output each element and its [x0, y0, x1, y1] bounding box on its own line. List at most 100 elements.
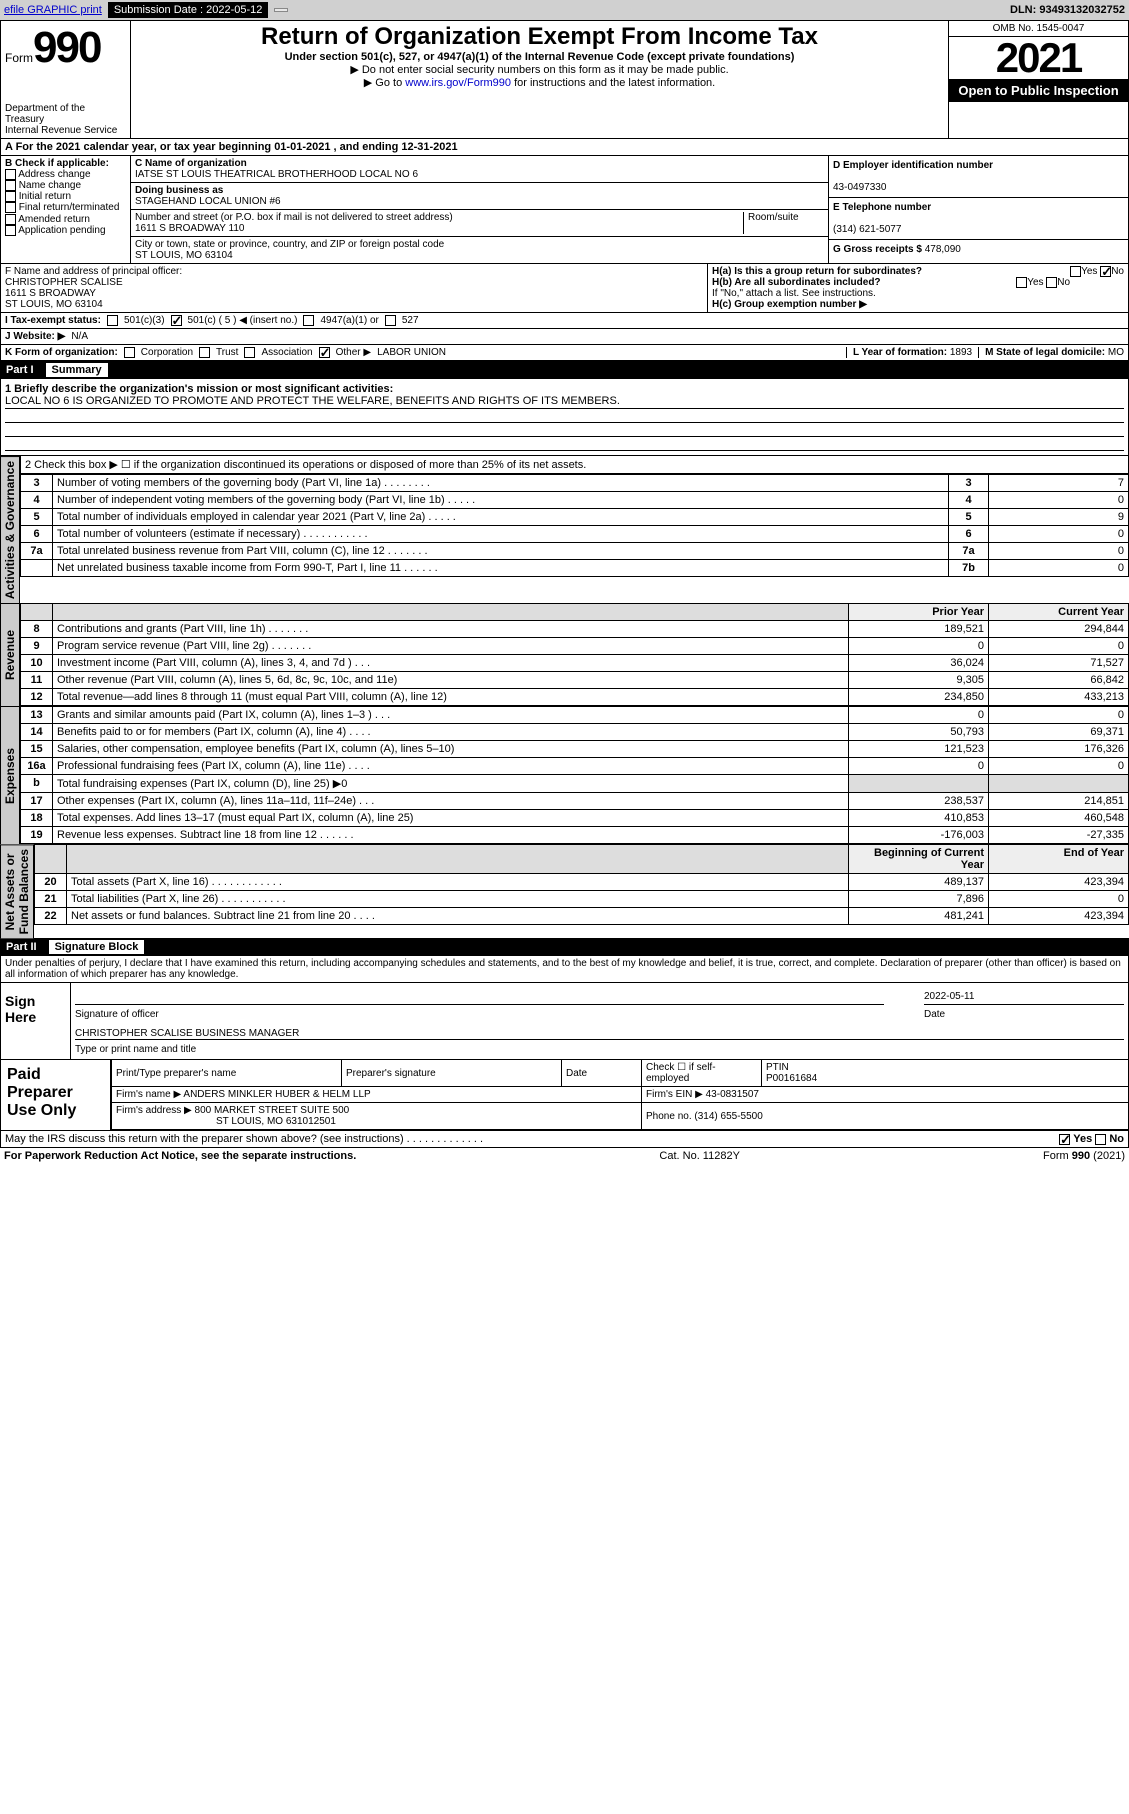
cb-name-change[interactable]: Name change [5, 180, 126, 191]
firm-city: ST LOUIS, MO 631012501 [216, 1116, 336, 1127]
room-suite: Room/suite [744, 212, 824, 234]
line-num [21, 560, 53, 577]
current-value: 433,213 [989, 689, 1129, 706]
row-fh: F Name and address of principal officer:… [0, 264, 1129, 313]
city-state-zip: ST LOUIS, MO 63104 [135, 250, 233, 261]
website: N/A [71, 331, 88, 342]
col-end: End of Year [989, 845, 1129, 874]
discuss-yes-checked [1059, 1134, 1070, 1145]
ptin: P00161684 [766, 1073, 817, 1084]
revenue-table: Prior Year Current Year8 Contributions a… [20, 603, 1129, 706]
line-text: Total fundraising expenses (Part IX, col… [53, 775, 849, 793]
line-text: Grants and similar amounts paid (Part IX… [53, 707, 849, 724]
part2-header: Part II Signature Block [0, 938, 1129, 956]
line-num: 3 [21, 475, 53, 492]
street-address: 1611 S BROADWAY 110 [135, 223, 245, 234]
line-num: 10 [21, 655, 53, 672]
line-num: b [21, 775, 53, 793]
form-header: Form 990 Department of the Treasury Inte… [0, 20, 1129, 139]
state-domicile: MO [1108, 347, 1124, 358]
prior-value: -176,003 [849, 827, 989, 844]
cb-527[interactable] [385, 315, 396, 326]
cb-501c3[interactable] [107, 315, 118, 326]
section-governance: Activities & Governance 2 Check this box… [0, 456, 1129, 603]
cb-application-pending[interactable]: Application pending [5, 225, 126, 236]
officer-addr1: 1611 S BROADWAY [5, 288, 96, 299]
cb-address-change[interactable]: Address change [5, 169, 126, 180]
line-num: 22 [35, 908, 67, 925]
prior-value: 0 [849, 758, 989, 775]
form-subtitle-3: ▶ Go to www.irs.gov/Form990 for instruct… [137, 76, 942, 89]
tax-year: 2021 [949, 37, 1128, 79]
blank-button[interactable] [274, 8, 288, 12]
current-value: 0 [989, 638, 1129, 655]
vtab-expenses: Expenses [0, 706, 20, 844]
line-num: 11 [21, 672, 53, 689]
section-revenue: Revenue Prior Year Current Year8 Contrib… [0, 603, 1129, 706]
irs-link[interactable]: www.irs.gov/Form990 [405, 77, 511, 89]
line-num: 19 [21, 827, 53, 844]
line-num: 21 [35, 891, 67, 908]
current-value: 214,851 [989, 793, 1129, 810]
year-formed: 1893 [950, 347, 972, 358]
line-num: 20 [35, 874, 67, 891]
efile-link[interactable]: efile GRAPHIC print [4, 4, 102, 16]
line-text: Contributions and grants (Part VIII, lin… [53, 621, 849, 638]
officer-name-title: CHRISTOPHER SCALISE BUSINESS MANAGER [75, 1028, 299, 1039]
line-text: Investment income (Part VIII, column (A)… [53, 655, 849, 672]
form-subtitle-1: Under section 501(c), 527, or 4947(a)(1)… [137, 51, 942, 63]
prior-value [849, 775, 989, 793]
row-j: J Website: ▶ N/A [0, 329, 1129, 345]
line-value: 9 [989, 509, 1129, 526]
firm-phone: (314) 655-5500 [694, 1111, 762, 1122]
line-text: Professional fundraising fees (Part IX, … [53, 758, 849, 775]
line-box: 5 [949, 509, 989, 526]
block-h: H(a) Is this a group return for subordin… [708, 264, 1128, 312]
line2: 2 Check this box ▶ ☐ if the organization… [20, 456, 1129, 474]
beginning-value: 489,137 [849, 874, 989, 891]
line-value: 0 [989, 543, 1129, 560]
part1-header: Part I Summary [0, 361, 1129, 379]
line1-mission: 1 Briefly describe the organization's mi… [0, 379, 1129, 456]
block-f: F Name and address of principal officer:… [1, 264, 708, 312]
dln: DLN: 93493132032752 [1010, 4, 1125, 16]
end-value: 423,394 [989, 908, 1129, 925]
line-text: Number of independent voting members of … [53, 492, 949, 509]
line-num: 13 [21, 707, 53, 724]
cb-amended-return[interactable]: Amended return [5, 214, 126, 225]
current-value: 0 [989, 758, 1129, 775]
current-value: 460,548 [989, 810, 1129, 827]
vtab-governance: Activities & Governance [0, 456, 20, 603]
cb-other-checked [319, 347, 330, 358]
netassets-table: Beginning of Current Year End of Year20 … [34, 844, 1129, 925]
dept-treasury: Department of the Treasury [5, 103, 126, 125]
line-text: Net unrelated business taxable income fr… [53, 560, 949, 577]
prior-value: 410,853 [849, 810, 989, 827]
prior-value: 0 [849, 707, 989, 724]
current-value: -27,335 [989, 827, 1129, 844]
discuss-row: May the IRS discuss this return with the… [0, 1131, 1129, 1148]
line-text: Total unrelated business revenue from Pa… [53, 543, 949, 560]
row-k: K Form of organization: Corporation Trus… [0, 345, 1129, 361]
ein: 43-0497330 [833, 182, 886, 193]
line-text: Revenue less expenses. Subtract line 18 … [53, 827, 849, 844]
ha-no-checked [1100, 266, 1111, 277]
gross-receipts: 478,090 [925, 244, 961, 255]
cb-final-return[interactable]: Final return/terminated [5, 202, 126, 213]
line-box: 7a [949, 543, 989, 560]
firm-ein: 43-0831507 [706, 1089, 759, 1100]
org-name: IATSE ST LOUIS THEATRICAL BROTHERHOOD LO… [135, 169, 418, 180]
line-text: Other revenue (Part VIII, column (A), li… [53, 672, 849, 689]
line-num: 16a [21, 758, 53, 775]
section-netassets: Net Assets orFund Balances Beginning of … [0, 844, 1129, 938]
current-value: 69,371 [989, 724, 1129, 741]
current-value: 66,842 [989, 672, 1129, 689]
line-num: 5 [21, 509, 53, 526]
col-beginning: Beginning of Current Year [849, 845, 989, 874]
cb-4947[interactable] [303, 315, 314, 326]
open-inspection: Open to Public Inspection [949, 79, 1128, 102]
prior-value: 0 [849, 638, 989, 655]
cb-initial-return[interactable]: Initial return [5, 191, 126, 202]
line-text: Program service revenue (Part VIII, line… [53, 638, 849, 655]
col-prior: Prior Year [849, 604, 989, 621]
